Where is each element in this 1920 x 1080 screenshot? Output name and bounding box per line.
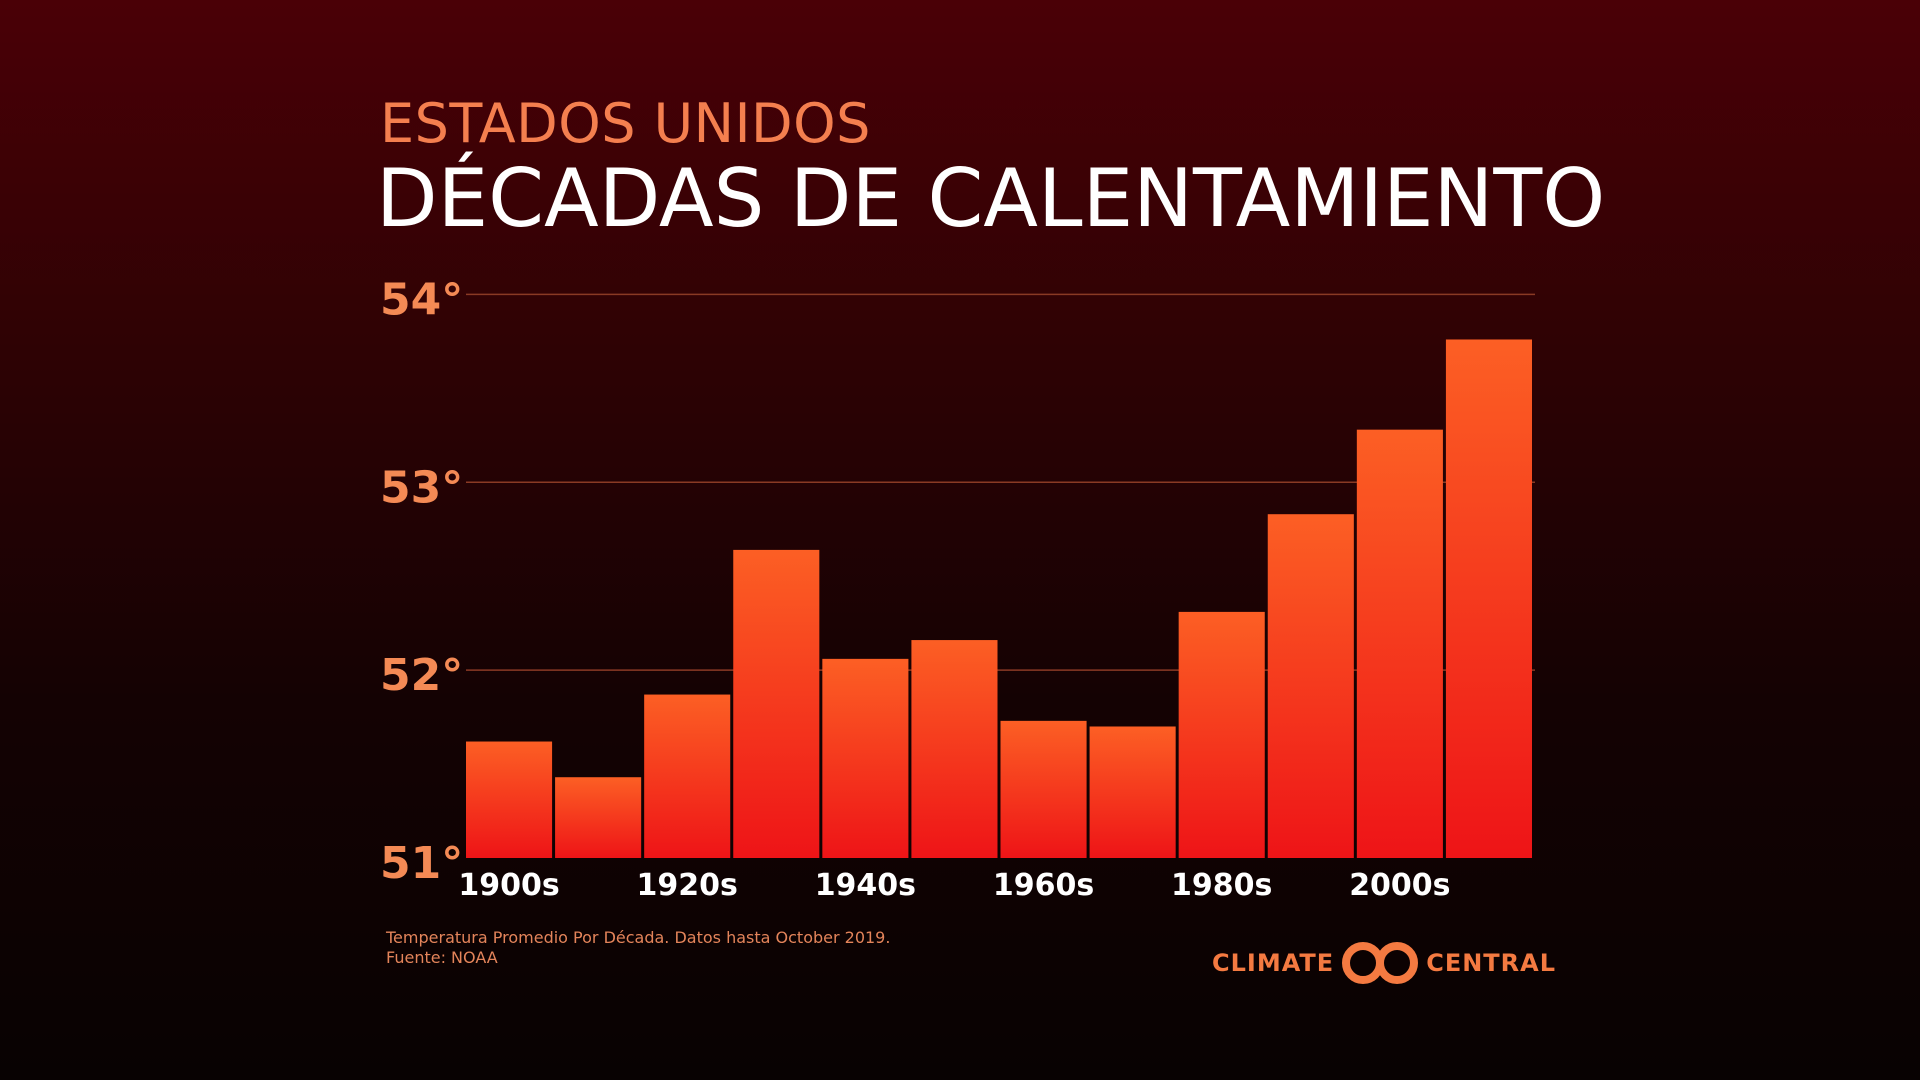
brand-word-right: CENTRAL (1426, 949, 1557, 977)
y-tick-label: 51° (380, 838, 463, 889)
bars (466, 339, 1532, 859)
bar-1950s (911, 640, 998, 858)
bar-1980s (1178, 611, 1265, 858)
y-tick-label: 53° (380, 462, 463, 513)
footnote-source: Fuente: NOAA (386, 948, 498, 967)
bar-2010s (1445, 339, 1532, 859)
x-tick-label: 1940s (815, 868, 916, 903)
chart-kicker: ESTADOS UNIDOS (380, 92, 871, 155)
footnote-description: Temperatura Promedio Por Década. Datos h… (386, 928, 891, 947)
x-tick-label: 1980s (1171, 868, 1272, 903)
bar-1930s (733, 549, 820, 858)
bar-1960s (1000, 720, 1087, 858)
brand-logo: CLIMATE CENTRAL (1212, 940, 1556, 986)
footnote: Temperatura Promedio Por Década. Datos h… (386, 928, 890, 968)
bar-1910s (555, 777, 642, 858)
climate-central-logo-icon (1342, 942, 1419, 984)
x-tick-label: 1960s (993, 868, 1094, 903)
x-tick-label: 2000s (1349, 868, 1450, 903)
brand-word-left: CLIMATE (1212, 949, 1335, 977)
bar-1970s (1089, 726, 1176, 858)
y-tick-label: 54° (380, 274, 463, 325)
bar-2000s (1356, 429, 1443, 858)
bar-1940s (822, 658, 909, 858)
x-tick-label: 1920s (637, 868, 738, 903)
y-axis-ticks: 51° 52° 53° 54° (380, 274, 463, 889)
x-axis-ticks: 1900s 1920s 1940s 1960s 1980s 2000s (458, 868, 1450, 903)
bar-1900s (466, 741, 553, 858)
y-tick-label: 52° (380, 650, 463, 701)
bar-1990s (1267, 514, 1354, 858)
chart-title: DÉCADAS DE CALENTAMIENTO (376, 152, 1606, 245)
x-tick-label: 1900s (458, 868, 559, 903)
bar-1920s (644, 694, 731, 858)
